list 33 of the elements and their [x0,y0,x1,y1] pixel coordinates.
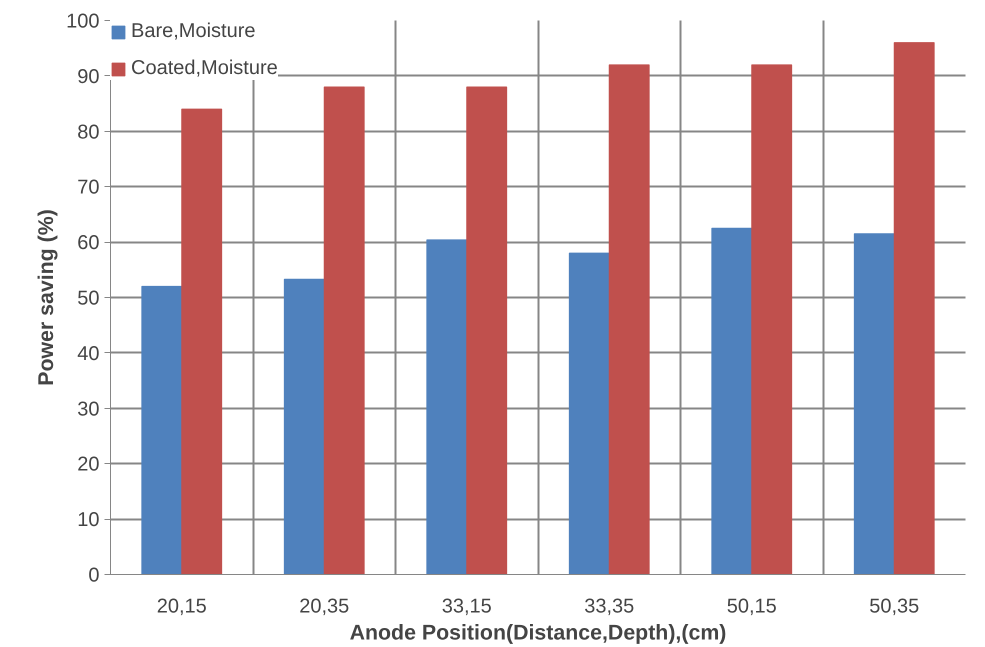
bar [608,64,650,574]
y-tick-label: 90 [77,66,100,88]
bar [284,278,325,574]
bar [426,239,468,574]
legend-label: Bare,Moisture [131,20,256,43]
bar [141,286,182,574]
bar [181,108,222,574]
x-tick-label: 20,15 [156,596,207,618]
y-tick-label: 100 [66,10,100,32]
bar [568,252,610,574]
y-axis-title: Power saving (%) [34,209,58,386]
y-tick-label: 0 [88,564,100,586]
bar [854,233,895,574]
y-tick-label: 30 [77,398,100,420]
bar [466,86,508,574]
x-tick-label: 50,35 [869,596,920,618]
legend-label: Coated,Moisture [131,57,278,80]
x-tick-label: 50,15 [726,596,777,618]
bar [324,86,365,574]
x-tick-label: 33,15 [442,596,492,618]
y-tick-label: 40 [77,342,100,365]
bar [894,42,935,574]
x-axis-title: Anode Position(Distance,Depth),(cm) [350,620,726,644]
bar [711,228,752,574]
y-tick-label: 50 [77,288,100,310]
y-tick-label: 20 [77,454,100,476]
x-tick-label: 20,35 [299,596,350,618]
y-tick-label: 80 [77,121,100,144]
bar [751,64,792,574]
y-tick-label: 70 [77,176,100,199]
y-tick-label: 60 [77,232,100,254]
x-tick-label: 33,35 [584,596,634,618]
y-tick-label: 10 [77,509,100,532]
